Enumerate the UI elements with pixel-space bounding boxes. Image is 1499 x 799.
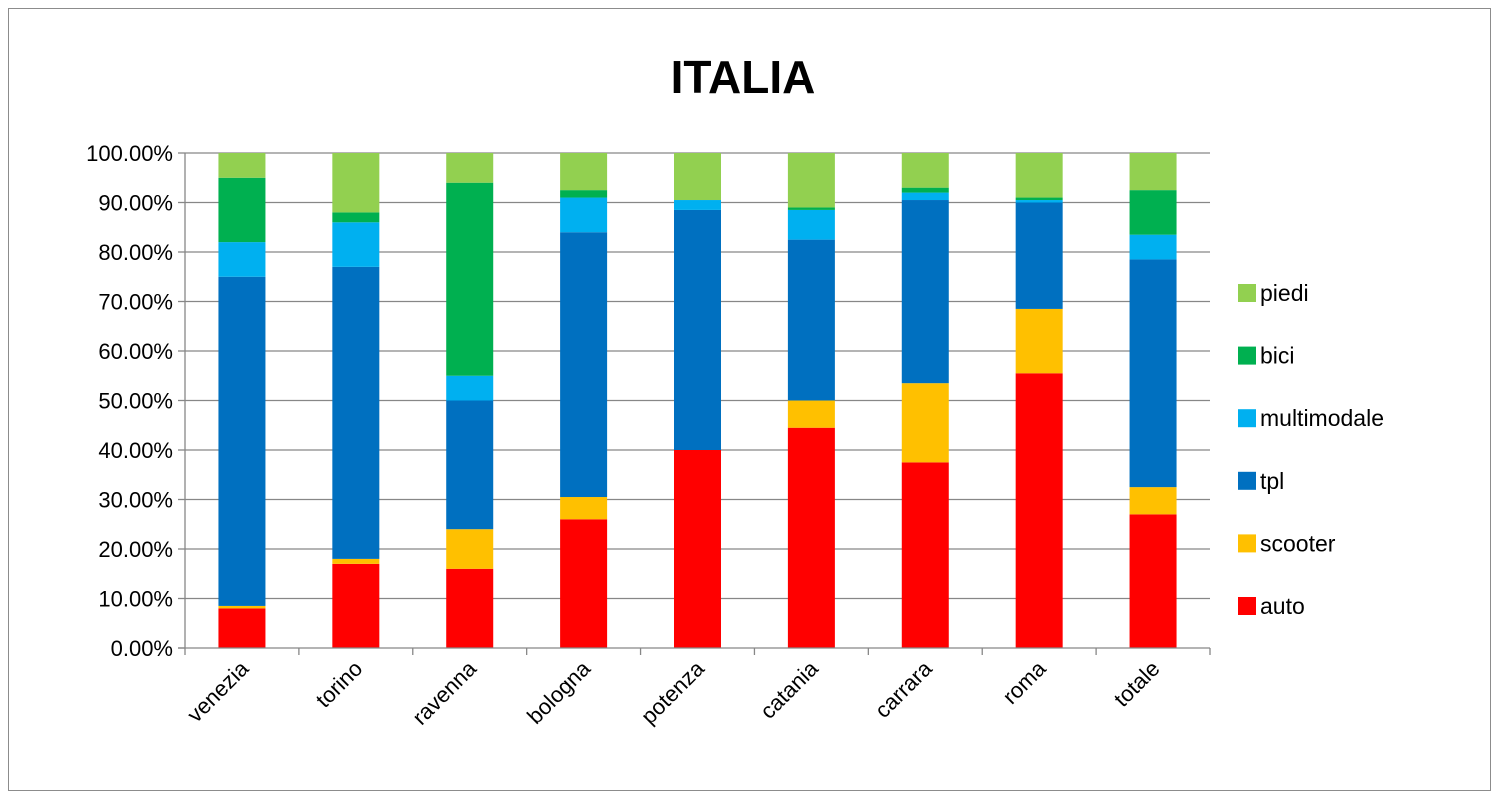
bar-segment-bici-venezia	[218, 177, 266, 243]
bar-segment-tpl-catania	[787, 239, 835, 401]
bar-segment-piedi-carrara	[901, 153, 949, 188]
bar-segment-multimodale-torino	[332, 222, 380, 267]
bar-segment-tpl-carrara	[901, 200, 949, 384]
legend-swatch-scooter	[1238, 534, 1256, 553]
legend-swatch-auto	[1238, 597, 1256, 615]
y-tick-label: 100.00%	[86, 141, 173, 166]
y-tick-label: 90.00%	[98, 191, 173, 216]
legend-swatch-bici	[1238, 346, 1256, 365]
bar-segment-auto-venezia	[218, 608, 266, 648]
y-tick-label: 10.00%	[98, 587, 173, 612]
bar-segment-piedi-bologna	[560, 153, 608, 191]
bar-segment-auto-torino	[332, 563, 380, 648]
bar-segment-multimodale-venezia	[218, 242, 266, 277]
bar-segment-multimodale-potenza	[674, 200, 721, 210]
legend-label-scooter: scooter	[1260, 530, 1336, 556]
x-axis-tick-labels: venezia torino ravenna bologna potenza catani…	[182, 655, 1164, 729]
bar-segment-piedi-venezia	[218, 153, 266, 178]
bar-segment-scooter-roma	[1015, 308, 1063, 374]
y-tick-label: 80.00%	[98, 240, 173, 265]
legend-label-auto: auto	[1260, 593, 1305, 619]
axes	[178, 152, 1211, 655]
bar-segment-auto-totale	[1129, 514, 1177, 648]
bar-segment-piedi-catania	[787, 153, 835, 208]
bar-segment-auto-carrara	[901, 462, 949, 648]
x-tick-label: torino	[311, 656, 368, 713]
bar-segment-bici-roma	[1015, 197, 1063, 201]
y-tick-label: 50.00%	[98, 389, 173, 414]
bar-segment-tpl-torino	[332, 266, 380, 559]
x-tick-label: venezia	[182, 655, 254, 727]
bar-segment-auto-bologna	[560, 519, 608, 648]
y-tick-label: 30.00%	[98, 488, 173, 513]
chart-title: ITALIA	[671, 51, 816, 103]
bar-segment-bici-ravenna	[446, 182, 494, 376]
x-tick-label: roma	[998, 655, 1052, 709]
legend-label-tpl: tpl	[1260, 468, 1284, 494]
bars	[218, 153, 1177, 648]
bar-segment-tpl-bologna	[560, 232, 608, 498]
legend-swatch-piedi	[1238, 284, 1256, 302]
bar-segment-auto-potenza	[674, 450, 721, 648]
bar-segment-bici-totale	[1129, 190, 1177, 235]
bar-segment-piedi-ravenna	[446, 153, 494, 183]
bar-segment-multimodale-catania	[787, 209, 835, 240]
x-tick-label: carrara	[870, 655, 937, 722]
bar-segment-scooter-torino	[332, 558, 380, 564]
bar-segment-piedi-torino	[332, 153, 380, 213]
bar-segment-piedi-totale	[1129, 153, 1177, 191]
legend-label-piedi: piedi	[1260, 280, 1309, 306]
y-tick-label: 40.00%	[98, 438, 173, 463]
bar-segment-scooter-bologna	[560, 497, 608, 520]
bar-segment-auto-ravenna	[446, 568, 494, 648]
bar-segment-bici-bologna	[560, 190, 608, 198]
bar-segment-multimodale-carrara	[901, 192, 949, 201]
bar-segment-scooter-carrara	[901, 383, 949, 463]
bar-segment-scooter-totale	[1129, 487, 1177, 515]
legend-label-bici: bici	[1260, 343, 1295, 369]
x-tick-label: bologna	[522, 655, 596, 729]
bar-segment-bici-torino	[332, 212, 380, 223]
y-tick-label: 0.00%	[111, 636, 173, 661]
bar-segment-piedi-potenza	[674, 153, 721, 201]
bar-segment-multimodale-roma	[1015, 200, 1063, 203]
bar-segment-multimodale-ravenna	[446, 375, 494, 401]
bar-segment-bici-carrara	[901, 187, 949, 193]
bar-segment-auto-roma	[1015, 373, 1063, 648]
bar-segment-scooter-catania	[787, 400, 835, 428]
legend-swatch-tpl	[1238, 471, 1256, 490]
bar-segment-multimodale-totale	[1129, 234, 1177, 260]
x-tick-label: potenza	[636, 655, 710, 729]
legend-swatch-multimodale	[1238, 409, 1256, 428]
y-tick-label: 20.00%	[98, 537, 173, 562]
bar-segment-bici-catania	[787, 207, 835, 210]
bar-segment-piedi-roma	[1015, 153, 1063, 198]
bar-segment-tpl-totale	[1129, 259, 1177, 488]
x-tick-label: ravenna	[407, 655, 481, 729]
bar-segment-scooter-venezia	[218, 605, 266, 609]
x-tick-label: catania	[755, 655, 823, 723]
bar-segment-multimodale-bologna	[560, 197, 608, 233]
bar-segment-tpl-ravenna	[446, 400, 494, 530]
legend-label-multimodale: multimodale	[1260, 405, 1384, 431]
bar-segment-tpl-potenza	[674, 209, 721, 450]
y-axis-tick-labels: 0.00% 10.00% 20.00% 30.00% 40.00% 50.00% 60.00…	[86, 141, 173, 661]
bar-segment-scooter-ravenna	[446, 529, 494, 569]
bar-segment-tpl-venezia	[218, 276, 266, 606]
y-tick-label: 70.00%	[98, 290, 173, 315]
bar-segment-tpl-roma	[1015, 202, 1063, 309]
y-tick-label: 60.00%	[98, 339, 173, 364]
x-tick-label: totale	[1109, 656, 1165, 712]
legend: piedi bici multimodale tpl scooter auto	[1238, 280, 1384, 619]
bar-segment-auto-catania	[787, 427, 835, 648]
